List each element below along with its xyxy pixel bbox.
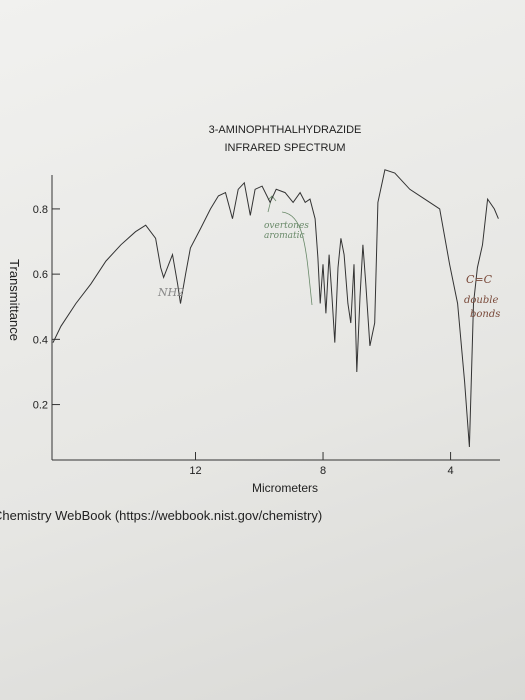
y-tick-label: 0.8 (33, 204, 48, 216)
annotation: bonds (470, 309, 500, 320)
x-tick-label: 8 (320, 465, 326, 477)
chart-title: 3-AMINOPHTHALHYDRAZIDE (209, 124, 362, 136)
x-tick-label: 4 (448, 465, 454, 477)
source-note: NIST Chemistry WebBook (https://webbook.… (0, 508, 322, 523)
chart-subtitle: INFRARED SPECTRUM (224, 142, 345, 154)
annotation: double (464, 295, 498, 306)
annotation: overtones (264, 221, 309, 231)
y-tick-label: 0.6 (33, 269, 48, 281)
annotation: C=C (466, 273, 493, 286)
annotation-bracket (281, 211, 313, 306)
spectrum-line (52, 169, 499, 448)
y-tick-label: 0.2 (33, 400, 48, 412)
annotation: NH2 (157, 286, 184, 299)
y-axis-label: Transmittance (7, 259, 22, 341)
annotation: aromatic (264, 231, 305, 241)
x-axis-label: Micrometers (252, 481, 318, 495)
y-tick-label: 0.4 (33, 334, 48, 346)
x-tick-label: 12 (189, 465, 201, 477)
